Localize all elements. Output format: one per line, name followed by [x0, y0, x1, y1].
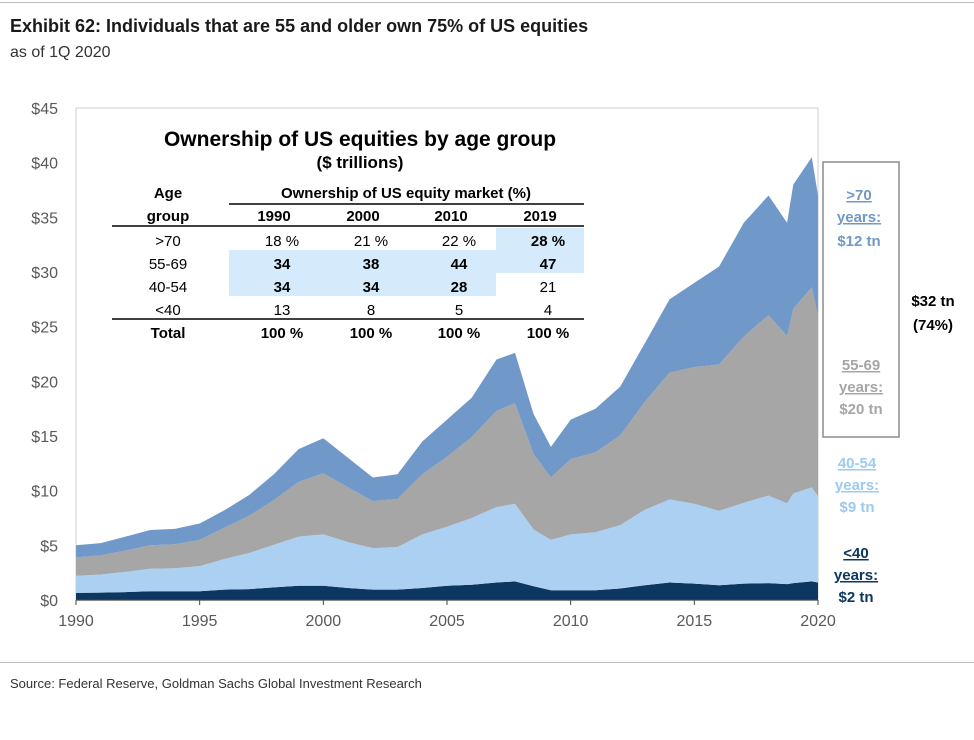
label-lt40-amount: $2 tn — [838, 589, 873, 606]
y-tick-label: $35 — [31, 210, 58, 227]
source-note: Source: Federal Reserve, Goldman Sachs G… — [10, 676, 422, 691]
table-cell: 8 — [367, 302, 375, 319]
year-header: 2019 — [523, 208, 556, 225]
table-cell: 100 % — [261, 325, 304, 342]
exhibit-title: Exhibit 62: Individuals that are 55 and … — [10, 16, 589, 36]
label-40-54-title: 40-54 — [838, 455, 877, 472]
table-cell: 100 % — [350, 325, 393, 342]
inset-subtitle: ($ trillions) — [317, 153, 404, 172]
y-tick-label: $45 — [31, 101, 58, 118]
label-lt40-years: years: — [834, 567, 878, 584]
y-tick-label: $15 — [31, 429, 58, 446]
y-tick-label: $0 — [40, 593, 58, 610]
table-group-label: 40-54 — [149, 279, 187, 296]
table-cell: 5 — [455, 302, 463, 319]
bracket-box — [822, 161, 900, 438]
highlight-cell — [229, 250, 584, 273]
y-tick-label: $25 — [31, 320, 58, 337]
area-40-54 — [76, 487, 818, 593]
label-gt70-title: >70 — [846, 187, 871, 204]
bracket-percent: (74%) — [913, 317, 953, 334]
table-cell: 4 — [544, 302, 552, 319]
year-headers: 1990 2000 2010 2019 — [257, 208, 556, 225]
table-cell: 100 % — [438, 325, 481, 342]
year-header: 2000 — [346, 208, 379, 225]
y-tick-label: $30 — [31, 265, 58, 282]
y-tick-label: $40 — [31, 156, 58, 173]
x-tick-label: 2020 — [800, 613, 836, 630]
table-cell: 34 — [363, 279, 380, 296]
bottom-rule — [0, 662, 974, 663]
bracket-total: $32 tn — [911, 293, 954, 310]
x-tick-label: 1990 — [58, 613, 94, 630]
table-cell: 38 — [363, 256, 380, 273]
x-tick-label: 2015 — [677, 613, 713, 630]
table-cell: 34 — [274, 279, 291, 296]
label-55-69-years: years: — [839, 379, 883, 396]
x-tick-label: 2005 — [429, 613, 465, 630]
inset-title: Ownership of US equities by age group — [164, 128, 556, 151]
table-cell: 22 % — [442, 233, 476, 250]
label-lt40-title: <40 — [843, 545, 868, 562]
x-tick-label: 1995 — [182, 613, 218, 630]
table-group-label: Total — [151, 325, 186, 342]
label-55-69-title: 55-69 — [842, 357, 880, 374]
x-tick-label: 2000 — [306, 613, 342, 630]
y-tick-label: $10 — [31, 484, 58, 501]
chart-canvas: $0 $5 $10 $15 $20 $25 $30 $35 $40 $45 1990 1995 200… — [31, 101, 954, 630]
inset-table: >70 18 % 21 % 22 % 28 % 55-69 34 38 44 47 40-54 34 3… — [149, 233, 569, 342]
x-axis-ticks: 1990 1995 2000 2005 2010 2015 2020 — [58, 600, 836, 630]
table-cell: 18 % — [265, 233, 299, 250]
y-axis-ticks: $0 $5 $10 $15 $20 $25 $30 $35 $40 $45 — [31, 101, 58, 610]
table-cell: 21 — [540, 279, 557, 296]
stacked-areas — [76, 157, 818, 600]
table-cell: 28 % — [531, 233, 565, 250]
inset-panel — [82, 114, 472, 344]
area-55-69 — [76, 287, 818, 576]
year-header: 2010 — [434, 208, 467, 225]
age-header: Age — [154, 185, 182, 202]
y-tick-label: $5 — [40, 538, 58, 555]
highlight-cell — [496, 228, 584, 250]
area-over-70 — [76, 157, 818, 558]
table-group-label: <40 — [155, 302, 180, 319]
x-tick-label: 2010 — [553, 613, 589, 630]
y-tick-label: $20 — [31, 374, 58, 391]
age-header: group — [147, 208, 190, 225]
span-header: Ownership of US equity market (%) — [281, 185, 531, 202]
area-under-40 — [76, 581, 818, 600]
label-gt70-years: years: — [837, 209, 881, 226]
table-cell: 13 — [274, 302, 291, 319]
table-cell: 44 — [451, 256, 468, 273]
table-cell: 47 — [540, 256, 557, 273]
table-cell: 100 % — [527, 325, 570, 342]
table-group-label: 55-69 — [149, 256, 187, 273]
table-cell: 34 — [274, 256, 291, 273]
table-cell: 21 % — [354, 233, 388, 250]
table-group-label: >70 — [155, 233, 180, 250]
label-40-54-amount: $9 tn — [839, 499, 874, 516]
top-rule — [0, 2, 974, 3]
year-header: 1990 — [257, 208, 290, 225]
label-55-69-amount: $20 tn — [839, 401, 882, 418]
label-40-54-years: years: — [835, 477, 879, 494]
label-gt70-amount: $12 tn — [837, 233, 880, 250]
highlight-cell — [229, 273, 496, 296]
exhibit-subtitle: as of 1Q 2020 — [10, 44, 111, 61]
table-cell: 28 — [451, 279, 468, 296]
